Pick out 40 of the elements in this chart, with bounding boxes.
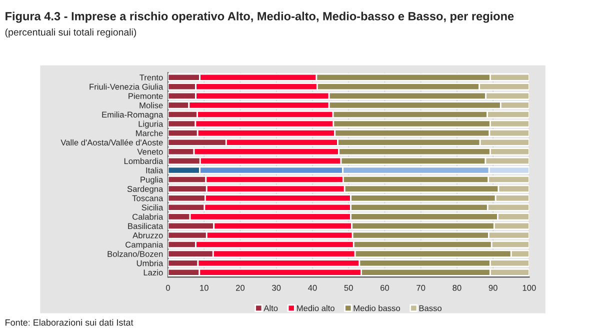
legend-label: Basso [419, 305, 442, 312]
legend-label: Alto [264, 305, 278, 312]
legend-label: Medio basso [354, 305, 400, 312]
y-tick-label: Umbria [136, 260, 164, 266]
y-tick-label: Bolzano/Bozen [108, 250, 163, 257]
y-tick-label: Valle d'Aosta/Vallée d'Aoste [60, 139, 163, 146]
x-tick-label: 50 [344, 284, 353, 291]
x-tick-label: 30 [272, 284, 281, 291]
x-tick-label: 10 [200, 284, 208, 291]
x-tick-label: 60 [380, 284, 390, 291]
y-tick-label: Emilia-Romagna [102, 111, 164, 120]
source-note: Fonte: Elaborazioni sui dati Istat [6, 319, 134, 326]
x-tick-label: 40 [308, 284, 317, 291]
y-tick-label: Sardegna [127, 186, 164, 194]
y-tick-label: Campania [126, 242, 164, 250]
x-tick-label: 70 [416, 284, 426, 291]
y-tick-label: Lombardia [124, 158, 164, 164]
y-tick-label: Marche [136, 130, 163, 136]
y-tick-label: Lazio [144, 269, 163, 276]
x-tick-label: 100 [522, 284, 536, 291]
x-tick-label: 80 [452, 284, 462, 291]
y-tick-label: Friuli-Venezia Giulia [90, 84, 164, 90]
x-tick-label: 20 [236, 284, 245, 291]
y-tick-label: Calabria [132, 214, 164, 220]
y-tick-label: Sicilia [142, 204, 164, 210]
y-tick-label: Abruzzo [132, 232, 163, 238]
y-tick-label: Piemonte [128, 92, 163, 100]
chart-title: Figura 4.3 - Imprese a rischio operativo Alto, Medio-alto, Medio-basso e Basso, per regione [6, 12, 514, 23]
x-tick-label: 90 [488, 284, 498, 291]
y-tick-label: Trento [140, 74, 163, 80]
y-tick-label: Veneto [137, 148, 163, 155]
x-tick-label: 0 [166, 284, 170, 291]
legend-label: Medio alto [297, 305, 334, 312]
y-tick-label: Liguria [138, 120, 164, 129]
text: (percentuali sui totali regionali) [5, 28, 136, 38]
y-tick-label: Molise [140, 102, 163, 108]
y-tick-label: Italia [146, 167, 164, 174]
y-tick-label: Toscana [132, 195, 164, 202]
y-tick-label: Basilicata [128, 222, 164, 230]
y-tick-label: Puglia [140, 176, 164, 184]
